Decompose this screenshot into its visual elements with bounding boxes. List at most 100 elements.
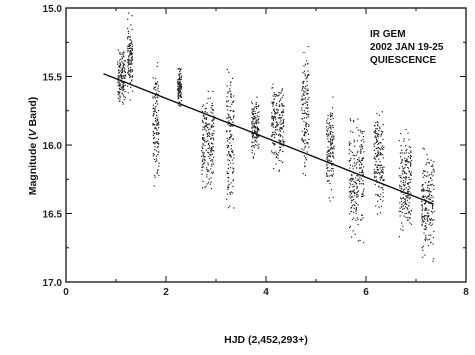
data-point xyxy=(156,131,158,134)
data-point xyxy=(329,132,332,134)
data-point xyxy=(282,120,284,122)
data-point xyxy=(127,38,129,40)
data-point xyxy=(408,167,410,169)
data-point xyxy=(230,155,232,157)
data-point xyxy=(357,190,360,192)
data-point xyxy=(253,113,255,115)
data-point xyxy=(352,120,355,122)
data-point xyxy=(328,180,330,182)
data-point xyxy=(154,146,156,148)
data-point xyxy=(232,167,234,169)
data-point xyxy=(428,223,430,225)
data-point xyxy=(211,163,213,165)
data-point xyxy=(404,166,406,169)
data-point xyxy=(432,204,434,206)
data-point xyxy=(117,70,120,72)
data-point xyxy=(360,148,362,150)
data-point xyxy=(179,70,181,73)
data-point xyxy=(332,131,334,133)
data-point xyxy=(153,153,155,156)
data-point xyxy=(307,92,309,95)
data-point xyxy=(348,179,350,181)
data-point xyxy=(383,146,385,148)
data-point xyxy=(232,179,235,181)
data-point xyxy=(360,161,362,163)
data-point xyxy=(279,129,281,131)
data-point xyxy=(205,125,207,127)
data-point xyxy=(410,155,412,158)
data-point xyxy=(376,166,378,168)
data-point xyxy=(271,101,273,103)
data-point xyxy=(153,86,155,89)
data-point xyxy=(178,94,180,96)
data-point xyxy=(229,205,231,207)
data-point xyxy=(380,147,383,149)
data-point xyxy=(361,163,363,165)
data-point xyxy=(306,113,308,115)
data-point xyxy=(301,87,304,89)
data-point xyxy=(405,176,407,178)
data-point xyxy=(374,152,377,155)
data-point xyxy=(423,196,425,198)
data-point xyxy=(358,178,360,180)
data-point xyxy=(201,146,203,148)
data-point xyxy=(382,157,385,159)
data-point xyxy=(422,195,424,197)
data-point xyxy=(156,100,158,103)
data-point xyxy=(274,111,277,114)
data-point xyxy=(426,196,428,198)
data-point xyxy=(232,185,234,187)
data-point xyxy=(407,208,409,210)
data-point xyxy=(272,105,274,107)
data-point xyxy=(427,158,429,160)
data-point xyxy=(383,166,385,168)
data-point xyxy=(380,135,382,137)
data-point xyxy=(329,138,331,140)
data-point xyxy=(279,143,281,146)
data-point xyxy=(258,116,260,118)
data-point xyxy=(228,138,230,140)
data-point xyxy=(119,86,121,88)
data-point xyxy=(117,93,119,96)
data-point xyxy=(272,124,274,126)
data-point xyxy=(204,117,206,120)
data-point xyxy=(357,150,359,152)
data-point xyxy=(123,95,125,98)
data-point xyxy=(180,85,182,87)
data-point xyxy=(402,197,404,199)
data-point xyxy=(355,219,357,221)
data-point xyxy=(381,111,383,113)
data-point xyxy=(255,119,258,122)
data-point xyxy=(349,144,351,146)
data-point xyxy=(130,60,132,62)
data-point xyxy=(361,172,363,174)
data-point xyxy=(255,121,258,124)
data-point xyxy=(405,204,408,206)
data-point xyxy=(348,186,351,189)
data-point xyxy=(405,161,407,163)
data-point xyxy=(422,172,424,174)
data-point xyxy=(306,130,308,132)
data-point xyxy=(202,163,205,165)
data-point xyxy=(154,120,157,122)
data-point xyxy=(301,118,304,120)
data-point xyxy=(226,85,228,87)
data-point xyxy=(400,175,402,177)
data-point xyxy=(232,150,234,152)
data-point xyxy=(127,71,129,74)
data-point xyxy=(278,117,280,120)
data-point xyxy=(129,45,131,48)
data-point xyxy=(378,158,380,160)
data-point xyxy=(377,125,379,127)
data-point xyxy=(117,76,119,78)
data-point xyxy=(179,96,181,98)
data-point xyxy=(327,115,329,117)
data-point xyxy=(117,77,120,79)
data-point xyxy=(118,65,120,67)
data-point xyxy=(157,87,159,89)
data-point xyxy=(278,114,281,116)
data-point xyxy=(177,83,179,85)
data-point xyxy=(122,94,124,96)
data-point xyxy=(307,73,310,76)
data-point xyxy=(129,77,131,79)
